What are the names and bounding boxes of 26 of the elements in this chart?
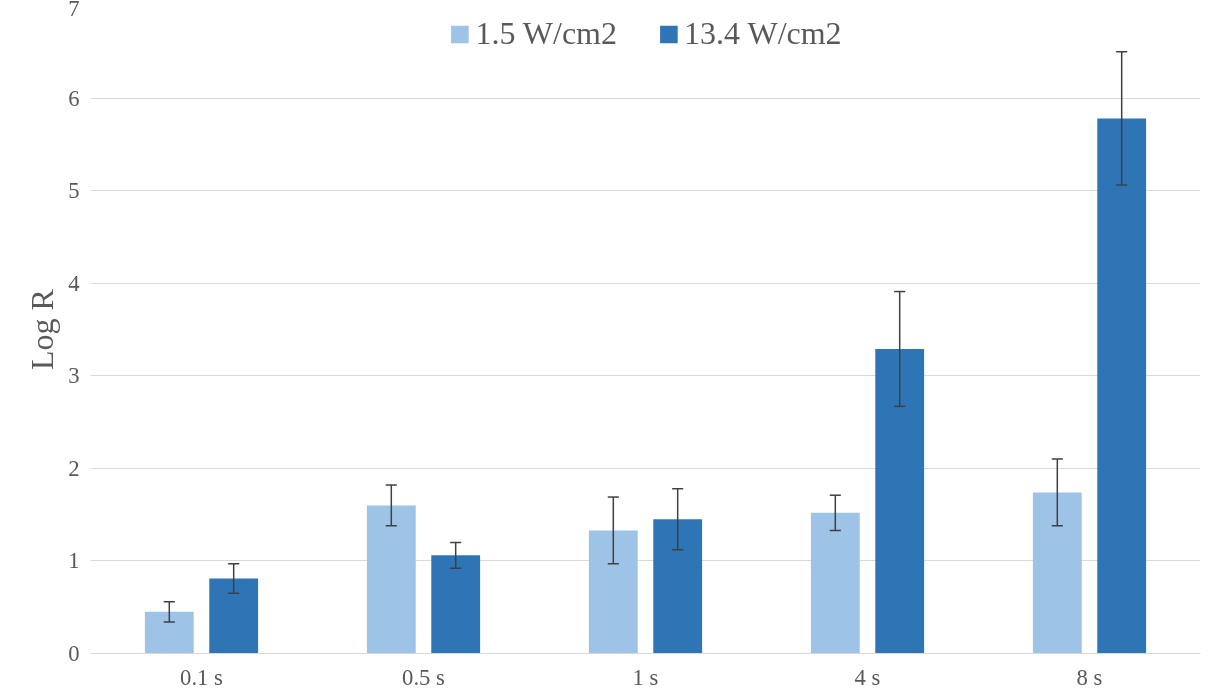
bar	[810, 512, 860, 654]
bar	[1097, 118, 1147, 654]
y-tick-label: 5	[68, 178, 80, 204]
x-tick-label: 0.5 s	[402, 664, 445, 690]
bar	[431, 555, 481, 654]
bar	[653, 519, 703, 654]
y-tick-label: 6	[68, 85, 80, 111]
y-tick-label: 4	[68, 270, 80, 296]
bar	[1032, 492, 1082, 654]
x-tick-label: 0.1 s	[180, 664, 223, 690]
y-tick-label: 0	[68, 641, 80, 666]
legend-label: 1.5 W/cm2	[475, 15, 617, 52]
bar	[209, 578, 259, 654]
y-tick-label: 2	[68, 455, 80, 481]
y-tick-label: 1	[68, 548, 80, 574]
x-tick-label: 4 s	[854, 664, 881, 690]
x-tick-label: 8 s	[1076, 664, 1103, 690]
legend-label: 13.4 W/cm2	[684, 15, 842, 52]
y-tick-label: 3	[68, 363, 80, 389]
bar	[366, 505, 416, 654]
bar	[588, 530, 638, 654]
bar	[144, 611, 194, 654]
bar	[875, 348, 925, 654]
y-tick-label: 7	[68, 0, 80, 21]
x-tick-label: 1 s	[632, 664, 659, 690]
y-axis-title: Log R	[24, 288, 61, 370]
